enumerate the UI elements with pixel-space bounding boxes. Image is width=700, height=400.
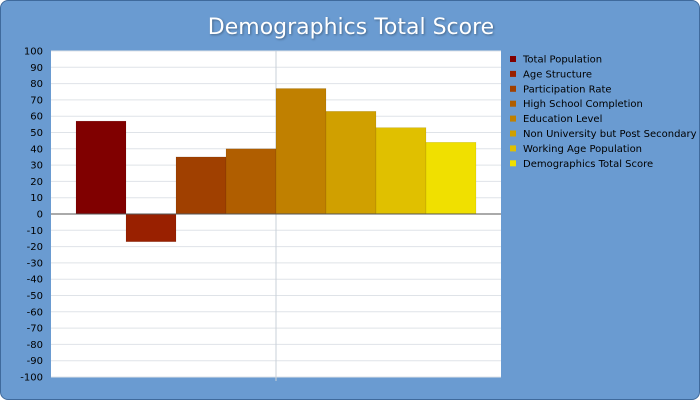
y-tick-label: 50: [30, 128, 43, 139]
y-tick-label: 10: [30, 193, 43, 204]
legend-swatch: [510, 56, 516, 62]
y-tick-label: 40: [30, 144, 43, 155]
legend-label: High School Completion: [523, 99, 643, 110]
y-axis-ticks: 1009080706050403020100-10-20-30-40-50-60…: [20, 47, 43, 384]
y-tick-label: 80: [30, 79, 43, 90]
bar-age-structure[interactable]: [125, 213, 177, 242]
legend-label: Working Age Population: [523, 144, 642, 155]
legend-label: Total Population: [522, 55, 602, 66]
legend-swatch: [510, 115, 516, 122]
bar-participation-rate[interactable]: [175, 156, 227, 215]
legend-label: Demographics Total Score: [523, 159, 653, 170]
legend-swatch: [510, 70, 516, 77]
legend-label: Education Level: [523, 114, 602, 125]
y-tick-label: -50: [27, 291, 43, 302]
y-tick-label: -100: [20, 373, 43, 384]
y-tick-label: -10: [27, 226, 43, 237]
y-tick-label: 60: [30, 112, 43, 123]
y-tick-label: 0: [37, 210, 43, 221]
legend-swatch: [510, 85, 516, 92]
y-tick-label: -80: [27, 340, 43, 351]
bar-demographics-total-score[interactable]: [425, 142, 477, 215]
y-tick-label: 30: [30, 161, 43, 172]
legend-label: Non University but Post Secondary: [523, 129, 697, 140]
legend: Total Population Age Structure Participati…: [510, 55, 697, 170]
bar-education-level[interactable]: [275, 88, 327, 215]
y-tick-label: 90: [30, 63, 43, 74]
bars: [75, 88, 477, 242]
y-tick-label: -40: [27, 275, 43, 286]
y-tick-label: -90: [27, 356, 43, 367]
bar-high-school-completion[interactable]: [225, 148, 277, 215]
y-tick-label: -70: [27, 324, 43, 335]
legend-swatch: [510, 145, 516, 152]
legend-swatch: [510, 100, 516, 107]
y-tick-label: -30: [27, 258, 43, 269]
chart-title: Demographics Total Score: [207, 15, 495, 40]
legend-label: Participation Rate: [523, 84, 612, 95]
bar-non-university-but-post-secondary[interactable]: [325, 111, 377, 215]
legend-swatch: [510, 160, 516, 167]
bar-total-population[interactable]: [75, 120, 127, 215]
y-tick-label: 100: [24, 47, 43, 58]
y-tick-label: 20: [30, 177, 43, 188]
y-tick-label: 70: [30, 95, 43, 106]
legend-swatch: [510, 130, 516, 137]
legend-label: Age Structure: [523, 69, 592, 80]
bar-working-age-population[interactable]: [375, 127, 427, 215]
y-tick-label: -20: [27, 242, 43, 253]
y-tick-label: -60: [27, 307, 43, 318]
